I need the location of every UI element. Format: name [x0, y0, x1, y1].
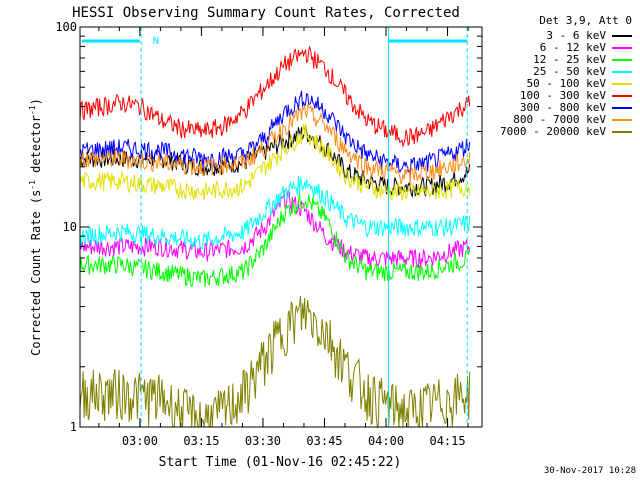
x-tick-label: 04:15: [429, 434, 465, 448]
x-tick-label: 03:15: [183, 434, 219, 448]
series-line-100-300-kev: [79, 45, 471, 148]
legend-label: 25 - 50 keV: [533, 65, 606, 78]
n-marker-label: N: [153, 36, 159, 47]
legend-label: 800 - 7000 keV: [513, 113, 606, 126]
series-line-25-50-kev: [79, 175, 471, 250]
legend-swatch: [612, 82, 632, 85]
legend-item: 300 - 800 keV: [520, 101, 632, 114]
x-tick-label: 04:00: [368, 434, 404, 448]
footer-stamp: 30-Nov-2017 10:28: [543, 466, 636, 476]
legend-label: 12 - 25 keV: [533, 53, 606, 66]
legend-label: 300 - 800 keV: [519, 101, 606, 114]
legend-label: 50 - 100 keV: [526, 77, 606, 90]
overlay-layer: N: [82, 27, 468, 427]
x-tick-label: 03:00: [122, 434, 158, 448]
y-label-mid: detector: [29, 115, 43, 180]
axis-layer: 1 10 100 03:00 03:15 03:30 03:45 04:00 04:15: [55, 20, 482, 448]
legend-swatch: [612, 34, 632, 37]
x-tick-label: 03:30: [245, 434, 281, 448]
legend-label: 6 - 12 keV: [539, 41, 606, 54]
series-line-300-800-kev: [79, 90, 471, 175]
legend-item: 100 - 300 keV: [520, 89, 632, 102]
y-label-end: ): [29, 98, 43, 105]
y-tick-label: 10: [63, 220, 77, 234]
legend-label: 100 - 300 keV: [519, 89, 606, 102]
legend-item: 25 - 50 keV: [533, 65, 632, 78]
legend-swatch: [612, 46, 632, 49]
chart-title: HESSI Observing Summary Count Rates, Cor…: [72, 5, 460, 21]
y-label-sup1: -1: [28, 180, 37, 190]
legend-item: 800 - 7000 keV: [513, 113, 632, 126]
legend-label: 7000 - 20000 keV: [500, 125, 606, 138]
series-line-7000-20000-kev: [79, 296, 471, 429]
x-tick-label: 03:45: [306, 434, 342, 448]
legend-item: 50 - 100 keV: [527, 77, 632, 90]
series-line-50-100-kev: [79, 123, 471, 201]
y-label-main: Corrected Count Rate (s: [29, 190, 43, 356]
legend-swatch: [612, 130, 632, 133]
legend-header: Det 3,9, Att 0: [539, 14, 632, 27]
legend-item: 7000 - 20000 keV: [500, 125, 632, 138]
legend-swatch: [612, 118, 632, 121]
legend-swatch: [612, 70, 632, 73]
series-line-800-7000-kev: [79, 104, 471, 185]
legend-swatch: [612, 94, 632, 97]
y-axis-label: Corrected Count Rate (s-1 detector-1): [28, 98, 43, 356]
legend-swatch: [612, 58, 632, 61]
series-line-12-25-kev: [79, 193, 471, 288]
legend-item: 12 - 25 keV: [533, 53, 632, 66]
legend-item: 3 - 6 keV: [546, 29, 632, 42]
y-tick-label: 1: [70, 420, 77, 434]
data-layer: [79, 45, 471, 429]
legend-swatch: [612, 106, 632, 109]
x-axis-label: Start Time (01-Nov-16 02:45:22): [159, 455, 402, 470]
legend-label: 3 - 6 keV: [546, 29, 606, 42]
legend-item: 6 - 12 keV: [540, 41, 632, 54]
y-tick-label: 100: [55, 20, 77, 34]
y-label-sup2: -1: [28, 105, 37, 115]
